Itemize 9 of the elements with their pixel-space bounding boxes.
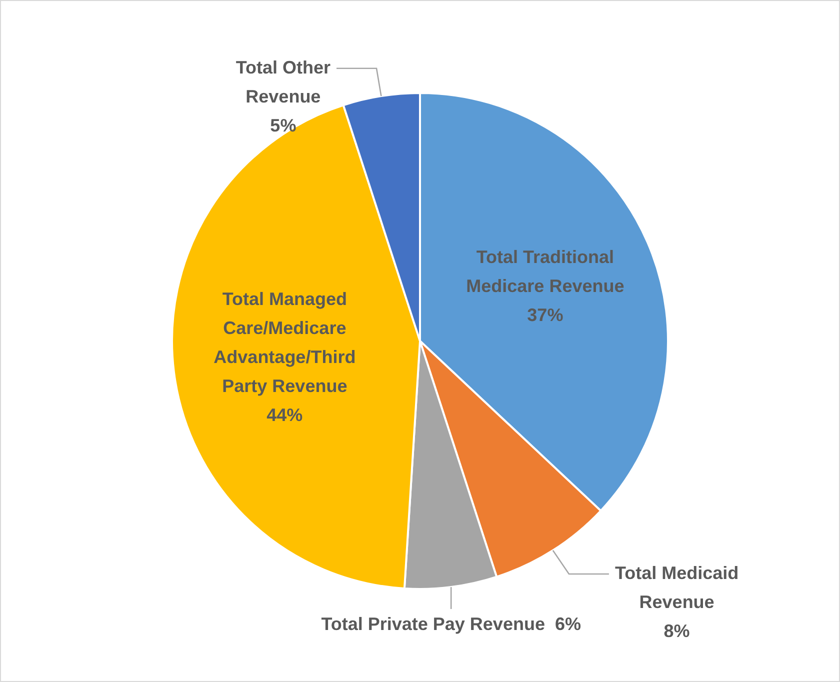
slice-label: Total Other Revenue [236,57,331,106]
data-label: 37% [527,304,564,325]
slice-label: Total Traditional Medicare Revenue [466,246,624,296]
slice-label: Total Private Pay Revenue 6% [321,614,581,634]
data-label: 8% [664,621,690,642]
slice-label: Total Medicaid Revenue [614,563,739,612]
data-label: 44% [266,405,303,426]
data-label: 5% [270,115,296,136]
slice-label: Total Managed Care/Medicare Advantage/Third Party Revenue [214,289,356,396]
